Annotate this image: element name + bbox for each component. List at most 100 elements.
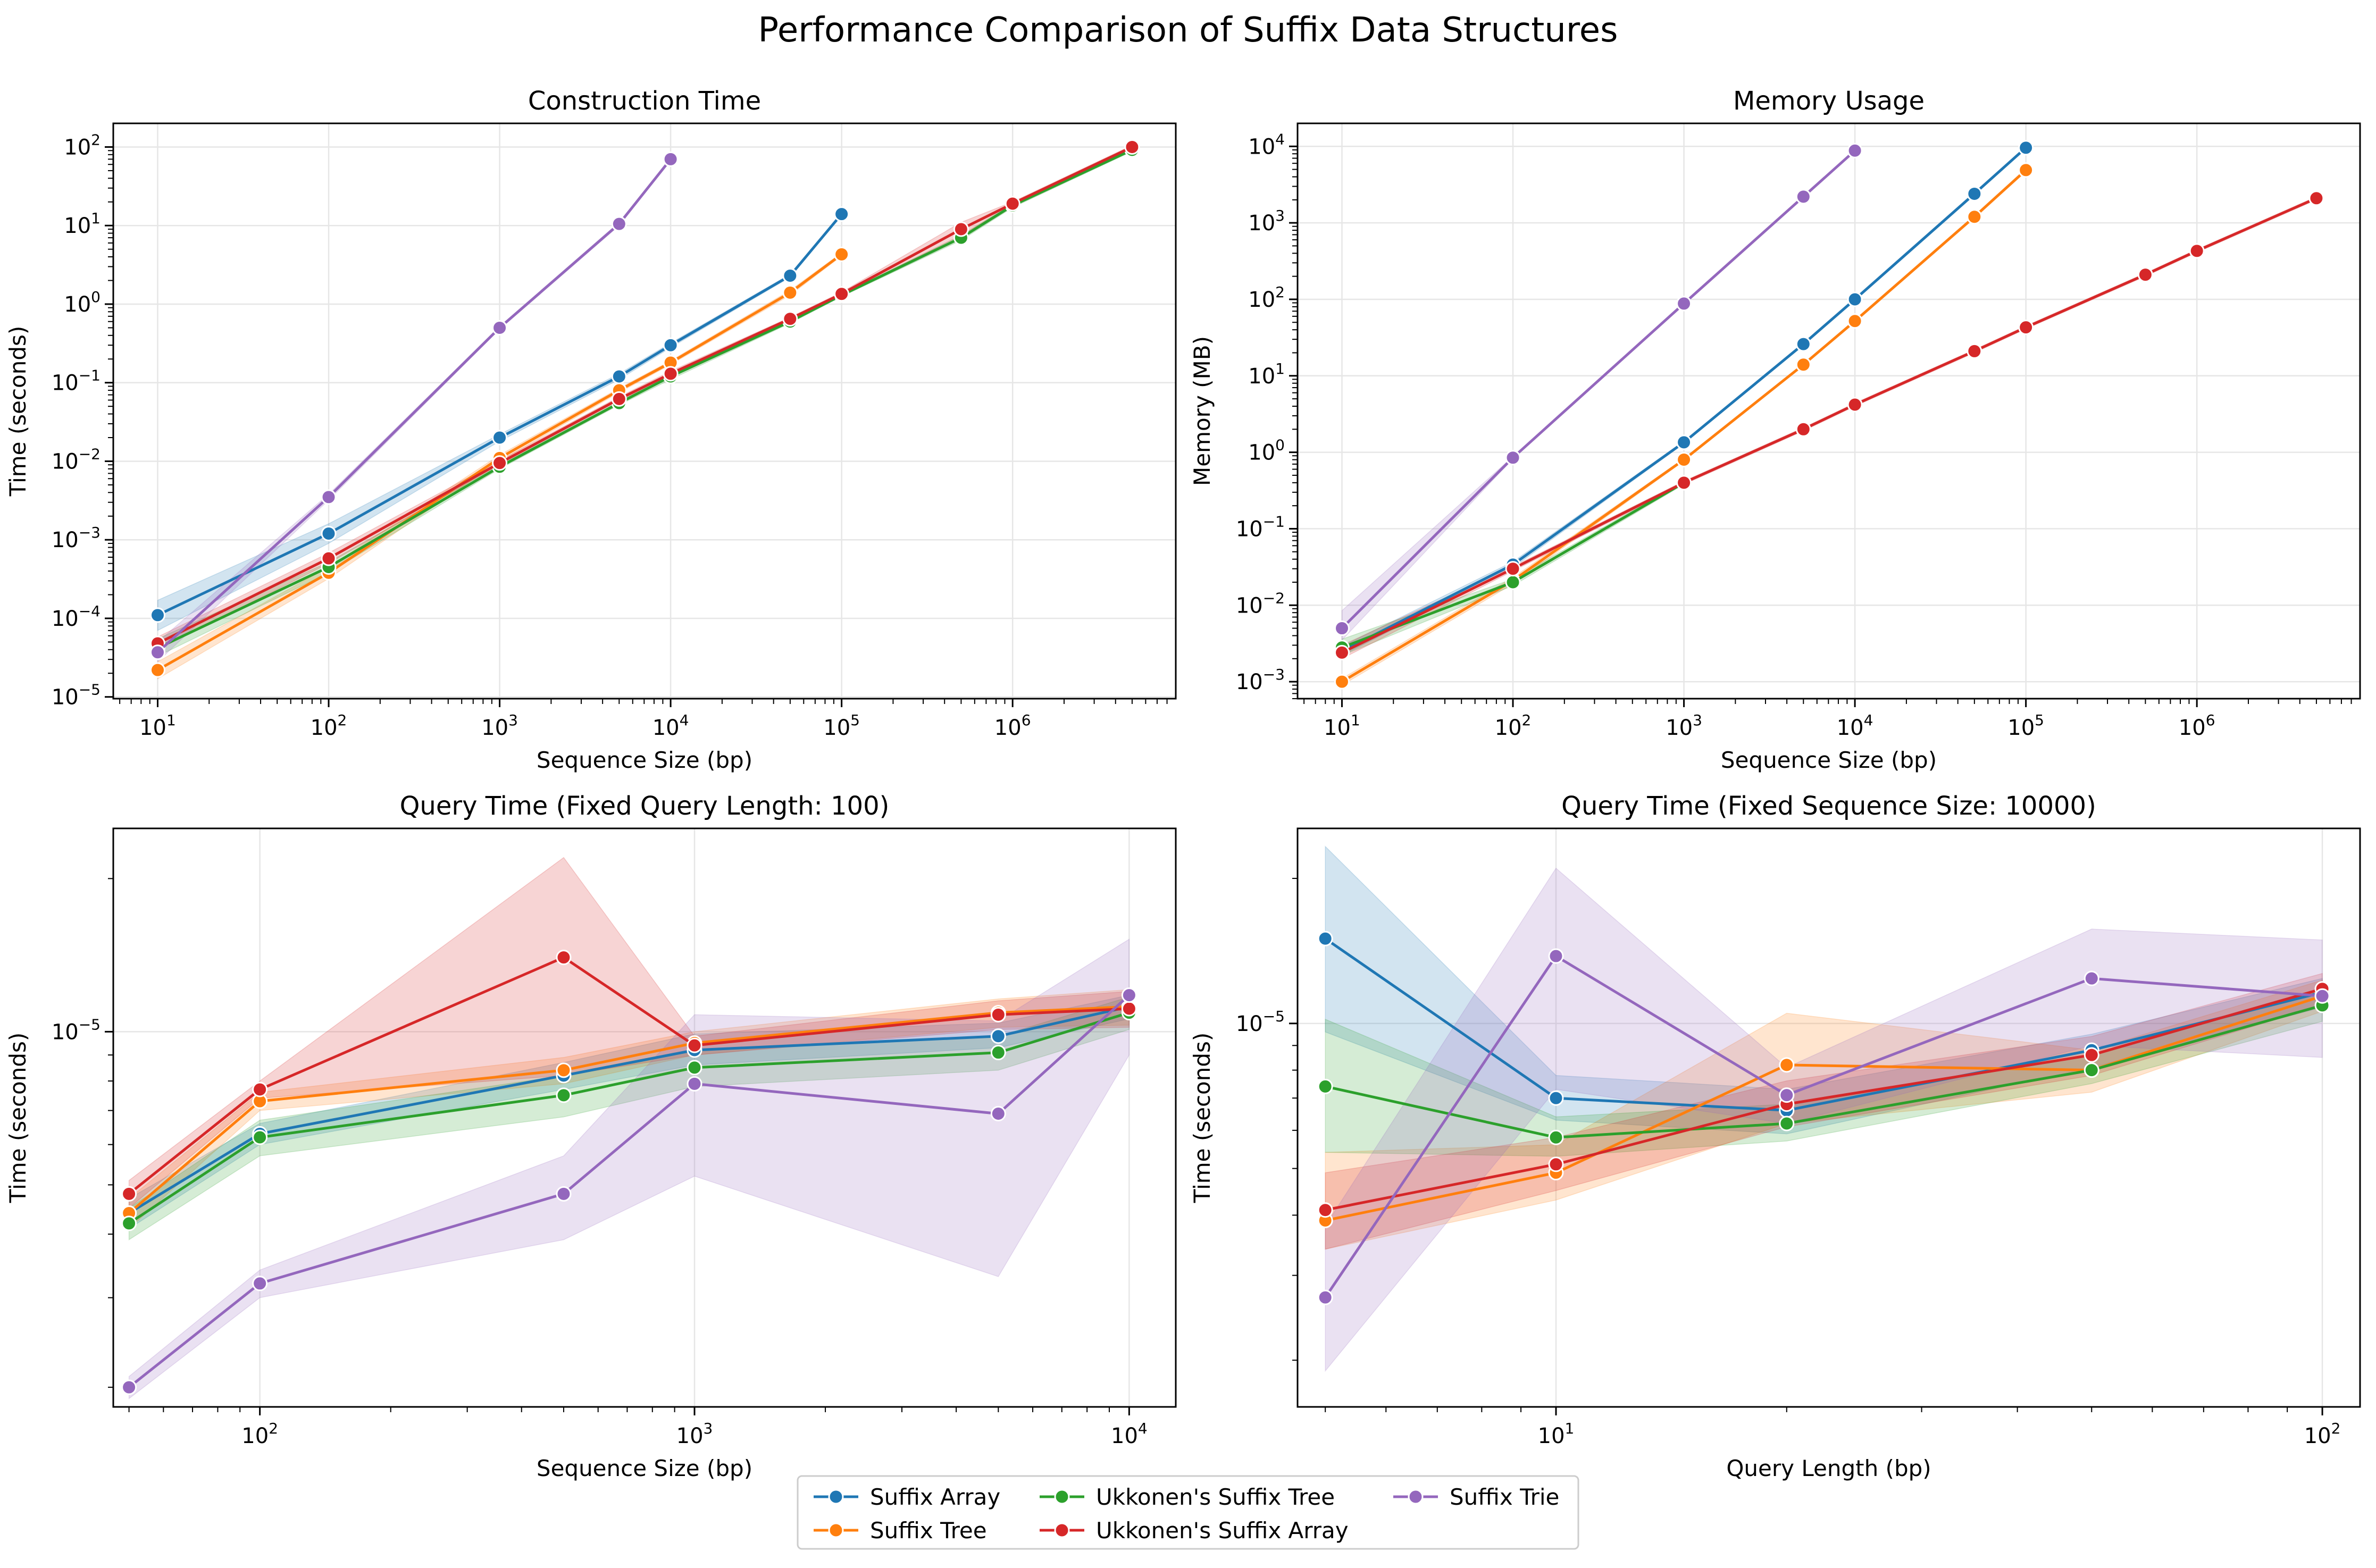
point-suffix-tree (1967, 209, 1982, 225)
minor-ticks (1292, 149, 2352, 704)
point-suffix-trie (121, 1379, 137, 1395)
point-ukkonen-s-suffix-tree (687, 1060, 702, 1076)
chart-panel-2: 101 102 103 104 105 106 10−3 10−2 10−1 100 101 102 1… (1189, 86, 2361, 773)
line-ukkonen-s-suffix-array (1341, 197, 2317, 654)
x-tick-label-3: 103 (481, 711, 518, 740)
point-suffix-array (1967, 186, 1982, 202)
x-tick-label-5: 105 (823, 711, 860, 740)
y-tick-label-6: 100 (64, 288, 101, 317)
legend: Suffix Array Suffix Tree Ukkonen's Suffix … (797, 1475, 1579, 1550)
y-tick-label-5: 101 (1248, 360, 1285, 389)
legend-entry-suffix-tree: Suffix Tree (814, 1517, 987, 1544)
point-ukkonen-s-suffix-array (2189, 243, 2205, 259)
y-tick-label-7: 101 (64, 209, 101, 238)
point-suffix-trie (990, 1106, 1006, 1122)
axes-frame (1296, 122, 2361, 700)
figure-title: Performance Comparison of Suffix Data St… (758, 11, 1618, 50)
point-suffix-array (663, 337, 679, 353)
point-ukkonen-s-suffix-array (663, 366, 679, 382)
point-suffix-trie (1847, 142, 1863, 158)
point-suffix-array (1317, 930, 1333, 946)
point-suffix-trie (321, 489, 337, 505)
point-ukkonen-s-suffix-array (611, 391, 627, 407)
panel-title: Memory Usage (1733, 86, 1925, 116)
legend-label: Ukkonen's Suffix Tree (1096, 1484, 1335, 1510)
point-suffix-array (1676, 434, 1692, 450)
chart-panel-4: 101 102 10−5 Query Time (Fixed Sequence Siz… (1189, 791, 2361, 1481)
y-axis-label: Time (seconds) (5, 1033, 31, 1204)
point-ukkonen-s-suffix-array (1505, 561, 1521, 577)
point-ukkonen-s-suffix-array (1124, 139, 1140, 155)
point-suffix-trie (2084, 970, 2099, 986)
point-ukkonen-s-suffix-tree (252, 1129, 268, 1145)
point-suffix-trie (1779, 1087, 1795, 1103)
point-ukkonen-s-suffix-array (1334, 644, 1350, 660)
point-ukkonen-s-suffix-array (990, 1007, 1006, 1022)
point-ukkonen-s-suffix-tree (1505, 574, 1521, 590)
panel-title: Query Time (Fixed Query Length: 100) (400, 791, 890, 821)
y-tick-label-8: 102 (64, 131, 101, 160)
point-ukkonen-s-suffix-array (834, 286, 850, 302)
y-axis-label: Memory (MB) (1189, 336, 1215, 486)
point-suffix-trie (149, 644, 165, 660)
point-ukkonen-s-suffix-tree (1779, 1116, 1795, 1131)
point-suffix-array (149, 607, 165, 623)
y-tick-label-6: 102 (1248, 283, 1285, 312)
point-ukkonen-s-suffix-array (1317, 1202, 1333, 1218)
point-ukkonen-s-suffix-array (1847, 397, 1863, 413)
point-suffix-trie (1548, 948, 1564, 964)
legend-entry-suffix-trie: Suffix Trie (1393, 1484, 1559, 1510)
point-suffix-tree (1676, 452, 1692, 468)
x-tick-label-2: 102 (311, 711, 347, 740)
point-ukkonen-s-suffix-array (1676, 475, 1692, 491)
point-ukkonen-s-suffix-array (2137, 267, 2153, 283)
y-tick-label-1: 10−3 (1236, 666, 1285, 694)
point-suffix-array (611, 368, 627, 384)
y-tick-label-1: 10−5 (52, 681, 101, 710)
point-suffix-trie (1676, 296, 1692, 312)
point-ukkonen-s-suffix-array (1795, 421, 1811, 437)
point-suffix-trie (492, 320, 508, 336)
legend-frame (797, 1475, 1579, 1550)
point-ukkonen-s-suffix-tree (556, 1087, 572, 1103)
y-tick-label-1: 10−5 (52, 1016, 101, 1044)
point-ukkonen-s-suffix-array (782, 311, 798, 327)
minor-ticks (108, 878, 1110, 1412)
line-ukkonen-s-suffix-tree (157, 148, 1133, 649)
x-tick-label-1: 101 (139, 711, 176, 740)
line-ukkonen-s-suffix-array (128, 956, 1130, 1195)
x-tick-label-4: 104 (1837, 711, 1873, 740)
point-suffix-tree (556, 1062, 572, 1078)
point-suffix-trie (663, 151, 679, 167)
legend-label: Ukkonen's Suffix Array (1096, 1517, 1349, 1544)
x-tick-label-3: 103 (1666, 711, 1702, 740)
x-tick-label-1: 101 (1538, 1420, 1575, 1448)
legend-entry-suffix-array: Suffix Array (814, 1484, 1000, 1510)
x-axis-label: Query Length (bp) (1726, 1455, 1931, 1481)
point-suffix-array (1847, 291, 1863, 307)
point-ukkonen-s-suffix-array (687, 1037, 702, 1053)
point-suffix-array (990, 1028, 1006, 1044)
x-tick-label-2: 102 (2304, 1420, 2341, 1448)
x-tick-label-6: 106 (994, 711, 1031, 740)
x-tick-label-3: 104 (1111, 1420, 1148, 1448)
band-suffix-trie (128, 938, 1130, 1399)
plot-area (121, 857, 1137, 1399)
point-suffix-tree (1334, 674, 1350, 690)
point-ukkonen-s-suffix-array (2308, 190, 2324, 206)
panel-title: Construction Time (528, 86, 761, 116)
band-ukkonen-s-suffix-tree (1325, 988, 2323, 1157)
y-tick-label-4: 100 (1248, 437, 1285, 465)
y-tick-label-3: 10−3 (52, 524, 101, 552)
point-suffix-tree (1795, 357, 1811, 373)
minor-ticks (1292, 878, 2288, 1412)
band-suffix-trie (1325, 867, 2323, 1372)
grid (105, 123, 1176, 707)
point-suffix-trie (252, 1276, 268, 1292)
plot-area (1334, 140, 2324, 690)
point-ukkonen-s-suffix-array (2018, 320, 2034, 336)
point-suffix-tree (834, 246, 850, 262)
legend-entry-ukkonen-s-suffix-tree: Ukkonen's Suffix Tree (1040, 1484, 1335, 1510)
point-suffix-tree (1779, 1057, 1795, 1073)
